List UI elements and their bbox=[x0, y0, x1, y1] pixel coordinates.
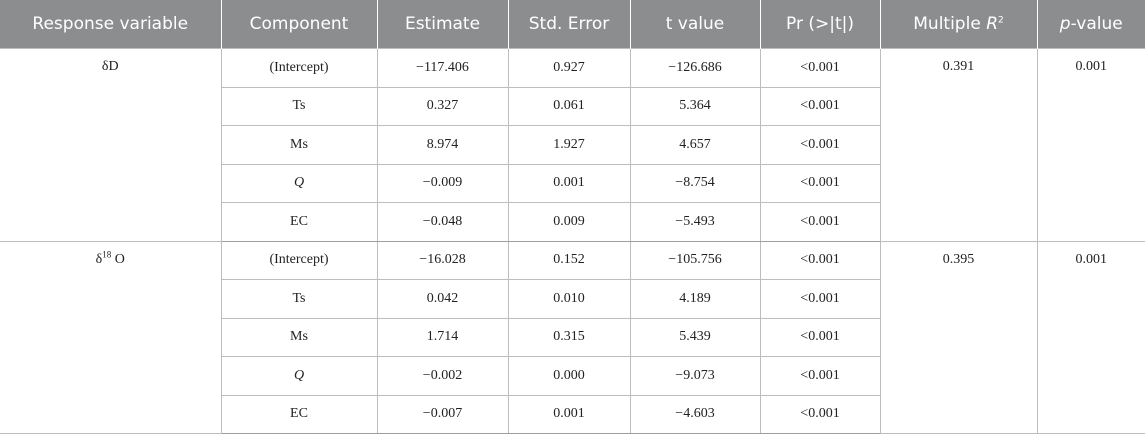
component-cell: Ms bbox=[220, 317, 378, 357]
p-value-cell: 0.001 bbox=[1036, 240, 1145, 434]
table-row: EC −0.048 0.009 −5.493 <0.001 bbox=[0, 202, 1145, 242]
estimate-cell: −0.048 bbox=[376, 202, 509, 242]
std-error-cell: 0.061 bbox=[507, 86, 631, 126]
header-estimate: Estimate bbox=[376, 0, 508, 49]
t-value-cell: 4.189 bbox=[629, 279, 761, 319]
pr-cell: <0.001 bbox=[759, 163, 881, 203]
pr-cell: <0.001 bbox=[759, 279, 881, 319]
std-error-cell: 1.927 bbox=[507, 125, 631, 165]
pr-cell: <0.001 bbox=[759, 317, 881, 357]
header-multiple-r2-r: R bbox=[986, 14, 998, 34]
table-row: Ms 8.974 1.927 4.657 <0.001 bbox=[0, 125, 1145, 165]
table-row: Ms 1.714 0.315 5.439 <0.001 bbox=[0, 317, 1145, 357]
header-multiple-r2-prefix: Multiple bbox=[913, 14, 987, 34]
header-t-value: t value bbox=[629, 0, 760, 49]
response-variable-sup: 18 bbox=[102, 248, 112, 259]
estimate-cell: 1.714 bbox=[376, 317, 509, 357]
std-error-cell: 0.001 bbox=[507, 394, 631, 434]
estimate-cell: −117.406 bbox=[376, 48, 509, 88]
header-multiple-r2-sup: 2 bbox=[998, 15, 1004, 26]
header-component: Component bbox=[220, 0, 377, 49]
pr-cell: <0.001 bbox=[759, 48, 881, 88]
multiple-r2-cell: 0.395 bbox=[879, 240, 1038, 434]
pr-cell: <0.001 bbox=[759, 356, 881, 396]
response-variable-base: δD bbox=[101, 59, 119, 74]
std-error-cell: 0.009 bbox=[507, 202, 631, 242]
estimate-cell: −16.028 bbox=[376, 240, 509, 280]
component-cell: Ms bbox=[220, 125, 378, 165]
t-value-cell: −126.686 bbox=[629, 48, 761, 88]
multiple-r2-cell: 0.391 bbox=[879, 48, 1038, 242]
t-value-cell: −9.073 bbox=[629, 356, 761, 396]
header-pr: Pr (>|t|) bbox=[759, 0, 880, 49]
estimate-cell: 8.974 bbox=[376, 125, 509, 165]
header-p-value: p-value bbox=[1036, 0, 1145, 49]
table-row: EC −0.007 0.001 −4.603 <0.001 bbox=[0, 394, 1145, 434]
table-row: Q −0.002 0.000 −9.073 <0.001 bbox=[0, 356, 1145, 396]
std-error-cell: 0.927 bbox=[507, 48, 631, 88]
component-cell: Ts bbox=[220, 86, 378, 126]
t-value-cell: 5.364 bbox=[629, 86, 761, 126]
t-value-cell: −5.493 bbox=[629, 202, 761, 242]
header-p-value-p: p bbox=[1059, 14, 1071, 34]
response-variable-base: δ bbox=[95, 251, 103, 267]
component-cell: Q bbox=[220, 356, 378, 396]
header-p-value-suffix: -value bbox=[1070, 14, 1123, 34]
pr-cell: <0.001 bbox=[759, 394, 881, 434]
response-variable-cell: δ18 O bbox=[0, 240, 222, 434]
component-cell: Q bbox=[220, 163, 378, 203]
std-error-cell: 0.000 bbox=[507, 356, 631, 396]
pr-cell: <0.001 bbox=[759, 86, 881, 126]
table-row: δD (Intercept) −117.406 0.927 −126.686 <… bbox=[0, 48, 1145, 242]
t-value-cell: −8.754 bbox=[629, 163, 761, 203]
t-value-cell: 4.657 bbox=[629, 125, 761, 165]
pr-cell: <0.001 bbox=[759, 240, 881, 280]
header-std-error: Std. Error bbox=[507, 0, 630, 49]
estimate-cell: −0.007 bbox=[376, 394, 509, 434]
std-error-cell: 0.001 bbox=[507, 163, 631, 203]
header-multiple-r2: Multiple R2 bbox=[879, 0, 1037, 49]
estimate-cell: 0.042 bbox=[376, 279, 509, 319]
table-row: δ18 O (Intercept) −16.028 0.152 −105.756… bbox=[0, 240, 1145, 434]
pr-cell: <0.001 bbox=[759, 125, 881, 165]
component-cell: (Intercept) bbox=[220, 240, 378, 280]
component-cell: EC bbox=[220, 202, 378, 242]
component-cell: Ts bbox=[220, 279, 378, 319]
estimate-cell: 0.327 bbox=[376, 86, 509, 126]
std-error-cell: 0.152 bbox=[507, 240, 631, 280]
t-value-cell: −105.756 bbox=[629, 240, 761, 280]
std-error-cell: 0.010 bbox=[507, 279, 631, 319]
header-response-variable: Response variable bbox=[0, 0, 221, 49]
pr-cell: <0.001 bbox=[759, 202, 881, 242]
response-variable-cell: δD bbox=[0, 48, 222, 242]
estimate-cell: −0.009 bbox=[376, 163, 509, 203]
t-value-cell: 5.439 bbox=[629, 317, 761, 357]
component-cell: EC bbox=[220, 394, 378, 434]
header-row: Response variable Component Estimate Std… bbox=[0, 0, 1145, 49]
component-cell: (Intercept) bbox=[220, 48, 378, 88]
response-variable-tail: O bbox=[111, 251, 125, 267]
std-error-cell: 0.315 bbox=[507, 317, 631, 357]
estimate-cell: −0.002 bbox=[376, 356, 509, 396]
t-value-cell: −4.603 bbox=[629, 394, 761, 434]
table-row: Ts 0.327 0.061 5.364 <0.001 bbox=[0, 86, 1145, 126]
p-value-cell: 0.001 bbox=[1036, 48, 1145, 242]
